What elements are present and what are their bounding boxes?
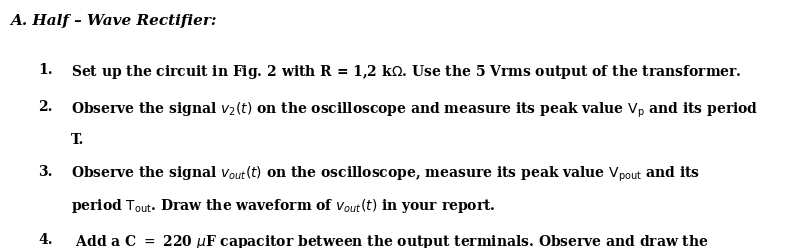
Text: A. Half – Wave Rectifier:: A. Half – Wave Rectifier: xyxy=(10,14,216,28)
Text: 1.: 1. xyxy=(38,63,53,77)
Text: Observe the signal $v_{\mathit{out}}(t)$ on the oscilloscope, measure its peak v: Observe the signal $v_{\mathit{out}}(t)$… xyxy=(71,165,700,184)
Text: Set up the circuit in Fig. 2 with R = 1,2 k$\Omega$. Use the 5 Vrms output of th: Set up the circuit in Fig. 2 with R = 1,… xyxy=(71,63,742,81)
Text: 3.: 3. xyxy=(38,165,52,179)
Text: T.: T. xyxy=(71,133,85,147)
Text: 2.: 2. xyxy=(38,100,52,114)
Text: Observe the signal $v_2(t)$ on the oscilloscope and measure its peak value $\mat: Observe the signal $v_2(t)$ on the oscil… xyxy=(71,100,758,120)
Text: 4.: 4. xyxy=(38,233,53,247)
Text: Add a C $=$ 220 $\mu$F capacitor between the output terminals. Observe and draw : Add a C $=$ 220 $\mu$F capacitor between… xyxy=(71,233,709,248)
Text: period $\mathrm{T_{out}}$. Draw the waveform of $v_{\mathit{out}}(t)$ in your re: period $\mathrm{T_{out}}$. Draw the wave… xyxy=(71,197,495,215)
